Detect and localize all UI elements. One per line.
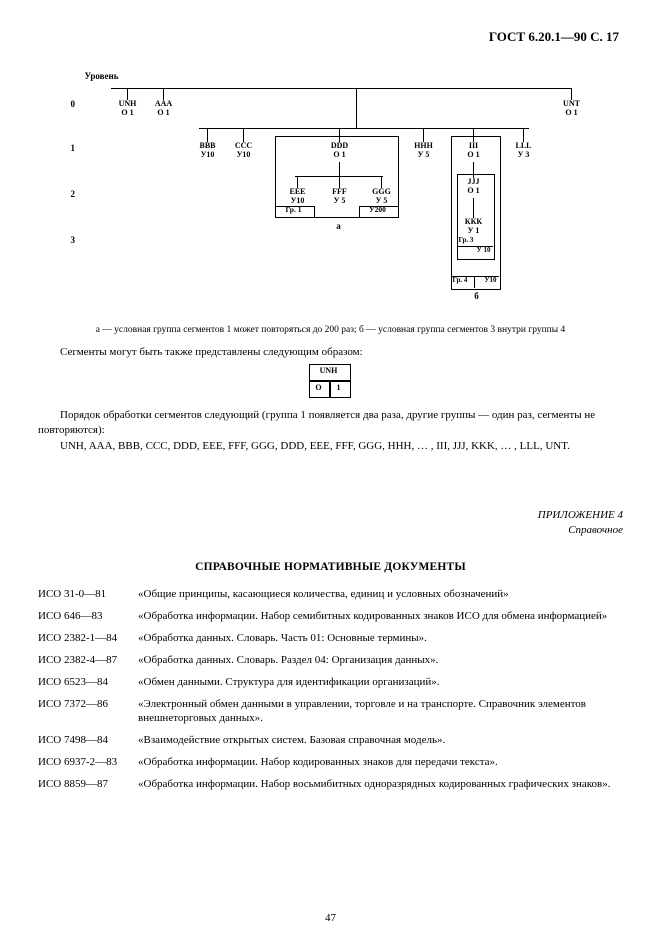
ref-code: ИСО 31-0—81 <box>38 587 130 602</box>
node-label: ККК <box>465 217 482 226</box>
marker-b: б <box>467 292 487 302</box>
node-sub: У 3 <box>518 150 530 159</box>
ref-text: «Общие принципы, касающиеся количества, … <box>138 587 623 602</box>
page-number: 47 <box>0 911 661 926</box>
level-3: 3 <box>71 234 76 246</box>
diagram-caption: а — условная группа сегментов 1 может по… <box>76 324 585 337</box>
node-ccc: ССС У10 <box>231 142 257 160</box>
node-aaa: ААА О 1 <box>151 100 177 118</box>
node-label: ССС <box>235 141 252 150</box>
node-unh: UNH О 1 <box>115 100 141 118</box>
group1-label: Гр. 1 <box>277 206 311 214</box>
ref-text: «Электронный обмен данными в управлении,… <box>138 697 623 727</box>
level-1: 1 <box>71 142 76 154</box>
node-sub: У 5 <box>418 150 430 159</box>
node-sub: О 1 <box>157 108 169 117</box>
para-order: Порядок обработки сегментов следующий (г… <box>38 408 623 438</box>
mini-o: О <box>309 384 329 393</box>
node-fff: FFF У 5 <box>327 188 353 206</box>
node-hhh: ННН У 5 <box>411 142 437 160</box>
node-sub: У10 <box>291 196 305 205</box>
node-kkk: ККК У 1 <box>461 218 487 236</box>
ref-code: ИСО 2382-4—87 <box>38 653 130 668</box>
para-intro-mini: Сегменты могут быть также представлены с… <box>38 345 623 360</box>
group3-label: Гр. 3 <box>459 237 491 245</box>
appendix-heading: ПРИЛОЖЕНИЕ 4 Справочное <box>38 508 623 538</box>
ref-text: «Обработка данных. Словарь. Часть 01: Ос… <box>138 631 623 646</box>
node-label: ВВВ <box>199 141 215 150</box>
u10b-label: У10 <box>475 277 497 285</box>
ref-text: «Обработка информации. Набор кодированны… <box>138 755 623 770</box>
u10-label: У 10 <box>459 247 491 255</box>
node-label: ННН <box>414 141 433 150</box>
ref-code: ИСО 8859—87 <box>38 777 130 792</box>
appendix-number: ПРИЛОЖЕНИЕ 4 <box>538 509 623 521</box>
ref-code: ИСО 6523—84 <box>38 675 130 690</box>
page-header: ГОСТ 6.20.1—90 С. 17 <box>489 28 619 46</box>
node-label: ААА <box>155 99 172 108</box>
group4-label: Гр. 4 <box>453 277 476 285</box>
segment-sequence: UNH, AAA, BBB, CCC, DDD, EEE, FFF, GGG, … <box>60 439 623 454</box>
node-sub: О 1 <box>565 108 577 117</box>
ref-code: ИСО 646—83 <box>38 609 130 624</box>
u200-label: У200 <box>361 206 395 214</box>
level-2: 2 <box>71 188 76 200</box>
node-ggg: GGG У 5 <box>369 188 395 206</box>
node-bbb: ВВВ У10 <box>195 142 221 160</box>
node-sub: У10 <box>237 150 251 159</box>
ref-code: ИСО 6937-2—83 <box>38 755 130 770</box>
ref-text: «Обработка информации. Набор восьмибитны… <box>138 777 623 792</box>
ref-code: ИСО 7372—86 <box>38 697 130 727</box>
node-sub: У10 <box>201 150 215 159</box>
segment-tree-diagram: Уровень 0 1 2 3 UNH О 1 ААА О 1 UNT О 1 <box>71 70 591 318</box>
ref-text: «Обмен данными. Структура для идентифика… <box>138 675 623 690</box>
levels-title: Уровень <box>85 70 119 82</box>
node-label: GGG <box>372 187 391 196</box>
ref-code: ИСО 2382-1—84 <box>38 631 130 646</box>
node-sub: У 1 <box>468 226 480 235</box>
reference-list: ИСО 31-0—81 «Общие принципы, касающиеся к… <box>38 587 623 791</box>
node-label: ЕЕЕ <box>289 187 305 196</box>
node-sub: У 5 <box>334 196 346 205</box>
ref-text: «Обработка данных. Словарь. Раздел 04: О… <box>138 653 623 668</box>
node-lll: LLL У 3 <box>511 142 537 160</box>
ref-text: «Обработка информации. Набор семибитных … <box>138 609 623 624</box>
mini-n: 1 <box>329 384 349 393</box>
node-label: LLL <box>515 141 531 150</box>
ref-code: ИСО 7498—84 <box>38 733 130 748</box>
node-label: FFF <box>332 187 347 196</box>
appendix-type: Справочное <box>568 524 623 536</box>
marker-a: а <box>329 222 349 232</box>
mini-segment-box: UNH О 1 <box>309 364 353 400</box>
refs-title: СПРАВОЧНЫЕ НОРМАТИВНЫЕ ДОКУМЕНТЫ <box>38 560 623 576</box>
node-eee: ЕЕЕ У10 <box>285 188 311 206</box>
node-sub: У 5 <box>376 196 388 205</box>
mini-label: UNH <box>309 367 349 376</box>
node-label: UNH <box>119 99 137 108</box>
node-unt: UNT О 1 <box>559 100 585 118</box>
node-label: UNT <box>563 99 580 108</box>
ref-text: «Взаимодействие открытых систем. Базовая… <box>138 733 623 748</box>
node-sub: О 1 <box>121 108 133 117</box>
level-0: 0 <box>71 98 76 110</box>
